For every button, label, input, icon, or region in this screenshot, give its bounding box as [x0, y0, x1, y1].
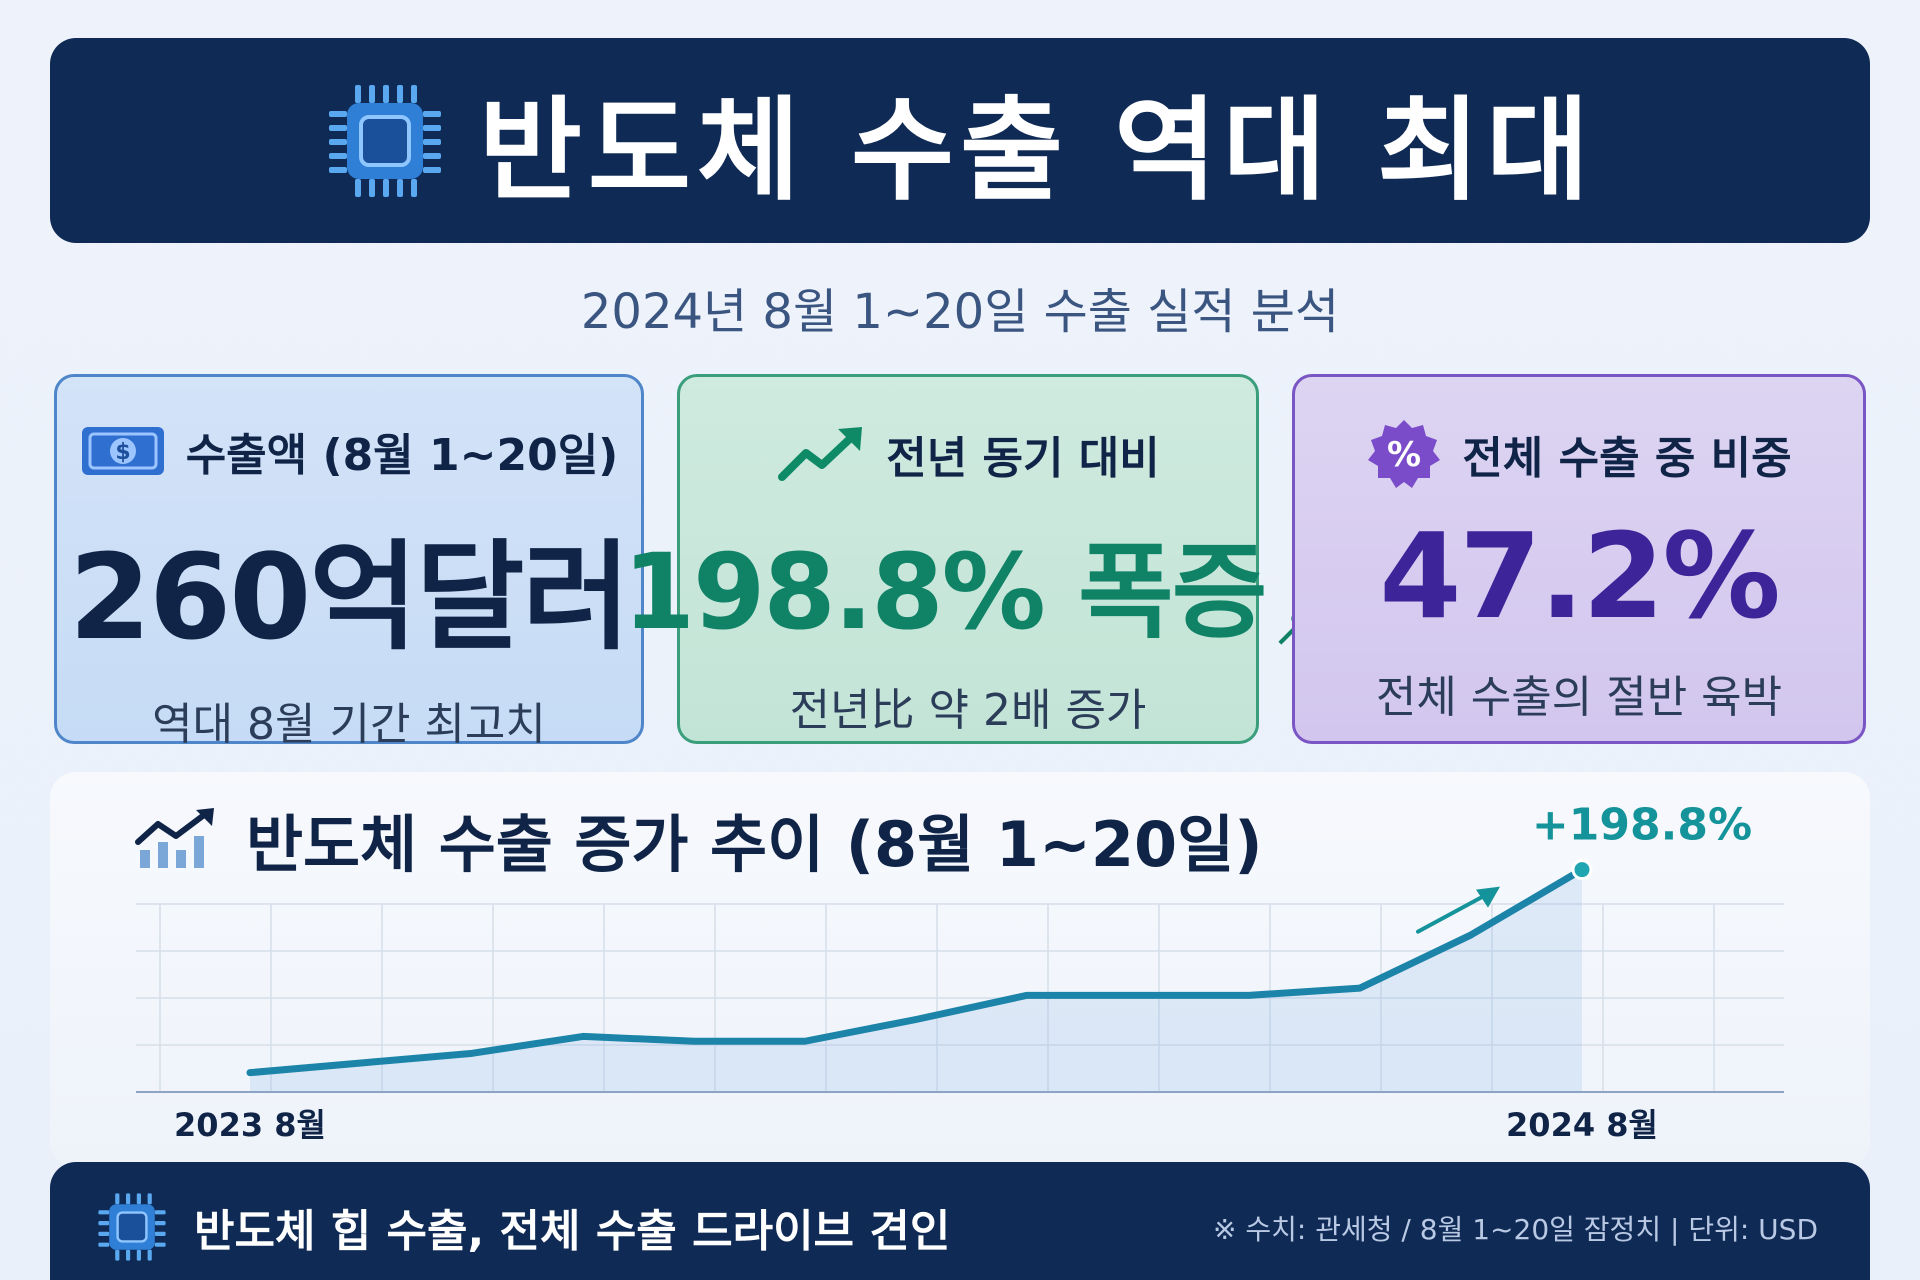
footer-source-note: ※ 수치: 관세청 / 8월 1~20일 잠정치 | 단위: USD [1213, 1213, 1818, 1246]
chip-icon [328, 84, 441, 197]
footer-headline: 반도체 힙 수출, 전체 수출 드라이브 견인 [194, 1206, 951, 1257]
yoy-growth-value: 198.8% 폭증 [622, 531, 1268, 653]
trend-chart: +198.8% 2023 8월 2024 8월 [136, 800, 1784, 1144]
export-amount-value: 260억달러 [69, 528, 631, 666]
chart-title: 반도체 수출 증가 추이 (8월 1~20일) [246, 808, 1263, 881]
footer-banner: 반도체 힙 수출, 전체 수출 드라이브 견인 ※ 수치: 관세청 / 8월 1… [50, 1162, 1870, 1280]
trend-chart-panel: +198.8% 2023 8월 2024 8월 반도체 수출 증가 추이 (8월 1… [50, 772, 1870, 1167]
annotation-arrow [1416, 889, 1494, 934]
tick-label: 2024 8월 [1506, 1106, 1658, 1144]
export-amount-label: 수출액 (8월 1~20일) [185, 430, 619, 481]
tick-label: 2023 8월 [174, 1106, 326, 1144]
series-line [246, 866, 1586, 1077]
export-amount-card: $ 수출액 (8월 1~20일) 260억달러 역대 8월 기간 최고치 [54, 374, 644, 750]
chart-header: 반도체 수출 증가 추이 (8월 1~20일) [134, 794, 1263, 884]
share-value: 47.2% [1379, 507, 1780, 645]
share-label: 전체 수출 중 비중 [1462, 433, 1792, 484]
annotation-label: +198.8% [1532, 800, 1752, 851]
dollar-bill-icon: $ [81, 427, 164, 475]
trend-up-icon [778, 427, 863, 481]
percent-badge-icon: % [1368, 420, 1441, 488]
page-title: 반도체 수출 역대 최대 [478, 85, 1596, 216]
annotation-arrowhead [1476, 886, 1500, 908]
yoy-growth-label: 전년 동기 대비 [886, 433, 1160, 484]
yoy-growth-note: 전년比 약 2배 증가 [789, 685, 1147, 736]
svg-text:$: $ [115, 440, 130, 465]
export-amount-note: 역대 8월 기간 최고치 [152, 699, 546, 750]
svg-text:%: % [1387, 435, 1421, 475]
bar-trend-icon [135, 808, 214, 868]
page-subtitle: 2024년 8월 1~20일 수출 실적 분석 [580, 284, 1340, 340]
yoy-growth-card: 전년 동기 대비 198.8% 폭증 ↗ 전년比 약 2배 증가 [623, 374, 1313, 744]
share-note: 전체 수출의 절반 육박 [1375, 672, 1783, 723]
end-point [1571, 859, 1593, 881]
chip-icon [98, 1193, 166, 1261]
share-card: % 전체 수출 중 비중 47.2% 전체 수출의 절반 육박 [1292, 374, 1866, 744]
header-banner: 반도체 수출 역대 최대 [50, 38, 1870, 243]
yoy-growth-value-row: 198.8% 폭증 ↗ [623, 489, 1314, 658]
